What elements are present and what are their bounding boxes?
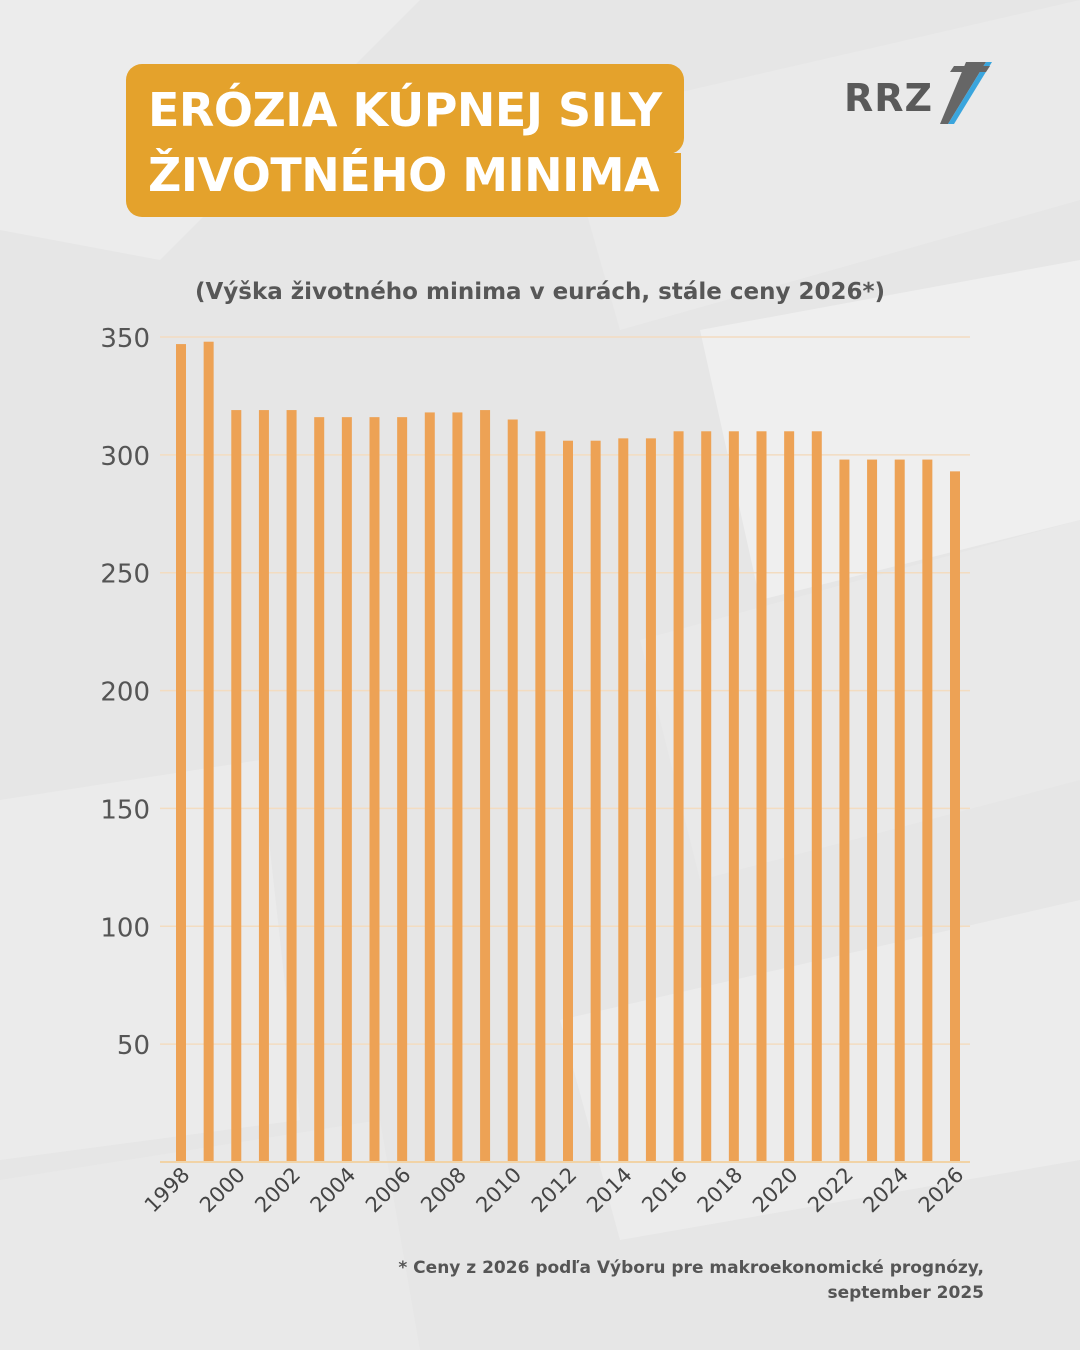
bar-2024	[894, 459, 905, 1163]
bar-2007	[424, 412, 435, 1162]
x-axis-tick-labels: 1998 2000 2002 2004 2006 2008 2010 2012 2014 2016…	[140, 1163, 969, 1218]
bar-2023	[867, 459, 878, 1163]
y-tick-label: 300	[100, 442, 150, 472]
bar-2009	[480, 410, 491, 1163]
bar-2025	[922, 459, 933, 1163]
bar-2017	[701, 431, 712, 1162]
bar-1999	[203, 341, 214, 1162]
y-tick-label: 200	[100, 678, 150, 708]
y-tick-label: 350	[100, 324, 150, 354]
x-tick-label: 2024	[858, 1163, 913, 1218]
x-tick-label: 1998	[140, 1163, 195, 1218]
y-tick-label: 250	[100, 560, 150, 590]
bar-2013	[590, 440, 601, 1162]
x-tick-label: 2002	[250, 1163, 305, 1218]
bars	[176, 341, 960, 1163]
logo-blue-stripe	[948, 62, 992, 124]
x-tick-label: 2018	[693, 1163, 748, 1218]
x-tick-label: 2008	[416, 1163, 471, 1218]
x-tick-label: 2010	[471, 1163, 526, 1218]
chart-subtitle: (Výška životného minima v eurách, stále …	[194, 279, 886, 305]
bar-2026	[950, 471, 960, 1162]
y-tick-label: 150	[100, 795, 150, 825]
bar-2001	[258, 410, 269, 1163]
title-block: ERÓZIA KÚPNEJ SILY ŽIVOTNÉHO MINIMA	[126, 64, 684, 218]
bar-2010	[507, 419, 518, 1162]
bar-2012	[563, 440, 573, 1162]
x-tick-label: 2012	[527, 1163, 582, 1218]
bar-2004	[341, 417, 352, 1163]
bar-2002	[286, 410, 297, 1163]
x-tick-label: 2026	[914, 1163, 969, 1218]
title-line-2: ŽIVOTNÉHO MINIMA	[126, 152, 682, 217]
bar-2003	[314, 417, 325, 1163]
logo-text: RRZ	[844, 76, 934, 120]
y-tick-label: 50	[117, 1031, 150, 1061]
bar-1998	[176, 344, 186, 1163]
logo-stripes-icon	[940, 62, 992, 124]
x-tick-label: 2020	[748, 1163, 803, 1218]
title-line-1: ERÓZIA KÚPNEJ SILY	[126, 64, 684, 154]
bar-2020	[784, 431, 795, 1162]
x-tick-label: 2022	[803, 1163, 858, 1218]
bar-2016	[673, 431, 684, 1162]
bar-2014	[618, 438, 629, 1162]
x-tick-label: 2006	[361, 1163, 416, 1218]
footnote-line-2: september 2025	[827, 1283, 984, 1303]
x-tick-label: 2016	[637, 1163, 692, 1218]
bar-2022	[839, 459, 850, 1163]
bar-2006	[397, 417, 408, 1163]
footnote: * Ceny z 2026 podľa Výboru pre makroekon…	[364, 1256, 984, 1306]
x-tick-label: 2014	[582, 1163, 637, 1218]
bar-2019	[756, 431, 767, 1162]
x-tick-label: 2004	[306, 1163, 361, 1218]
bar-2000	[231, 410, 242, 1163]
bar-2015	[645, 438, 656, 1162]
bar-2018	[728, 431, 739, 1162]
bar-2008	[452, 412, 463, 1162]
footnote-line-1: * Ceny z 2026 podľa Výboru pre makroekon…	[398, 1258, 984, 1278]
bar-2021	[811, 431, 822, 1162]
y-tick-label: 100	[100, 913, 150, 943]
bar-2005	[369, 417, 380, 1163]
y-axis-tick-labels: 50 100 150 200 250 300 350	[100, 324, 150, 1061]
bar-2011	[535, 431, 546, 1162]
x-tick-label: 2000	[195, 1163, 250, 1218]
